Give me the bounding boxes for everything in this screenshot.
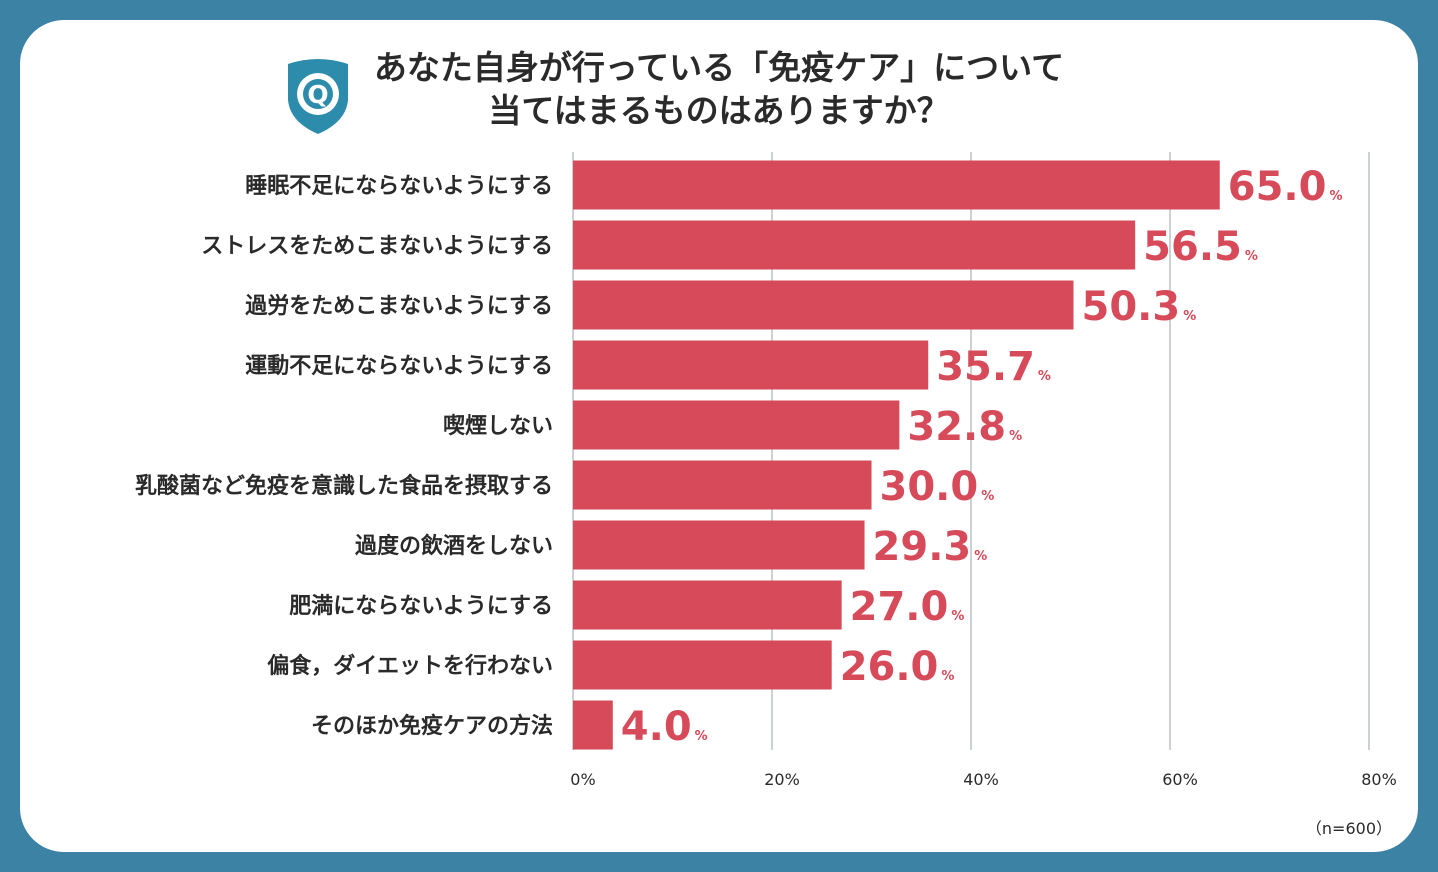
data-label-value: 27.0 [850, 584, 949, 630]
category-label: 過度の飲酒をしない [355, 533, 553, 559]
x-tick-label: 40% [963, 770, 999, 789]
bar [573, 400, 900, 450]
bar [573, 700, 613, 750]
data-label-value: 26.0 [840, 644, 939, 690]
data-label-value: 56.5 [1143, 224, 1242, 270]
category-label: 偏食，ダイエットを行わない [267, 653, 553, 679]
data-label-unit: % [695, 729, 708, 744]
data-label-unit: % [1038, 369, 1051, 384]
data-label-value: 50.3 [1081, 284, 1180, 330]
title-line-2: 当てはまるものはありますか？ [488, 91, 950, 130]
data-label-unit: % [981, 489, 994, 504]
data-label: 35.7% [936, 344, 1051, 390]
data-label-value: 65.0 [1228, 164, 1327, 210]
category-label: 運動不足にならないようにする [245, 354, 553, 379]
category-label: 過労をためこまないようにする [245, 293, 553, 319]
bar [573, 340, 929, 390]
x-tick-label: 80% [1361, 770, 1397, 789]
category-label: ストレスをためこまないようにする [201, 234, 553, 259]
data-label: 29.3% [873, 524, 988, 570]
bar [573, 460, 872, 510]
bar [573, 160, 1220, 210]
category-label: 喫煙しない [443, 413, 553, 439]
data-label-unit: % [941, 669, 954, 684]
chart-title: あなた自身が行っている「免疫ケア」について 当てはまるものはありますか？ [0, 46, 1438, 132]
data-label: 56.5% [1143, 224, 1258, 270]
bar [573, 640, 832, 690]
data-label-unit: % [974, 549, 987, 564]
category-label: 肥満にならないようにする [289, 593, 553, 619]
q-badge-icon: Q [288, 59, 348, 134]
category-label: そのほか免疫ケアの方法 [311, 713, 553, 739]
category-label: 睡眠不足にならないようにする [245, 174, 553, 199]
bar [573, 520, 865, 570]
data-label: 50.3% [1081, 284, 1196, 330]
data-label: 65.0% [1228, 164, 1343, 210]
x-tick-label: 60% [1162, 770, 1198, 789]
data-label-unit: % [1183, 309, 1196, 324]
data-label: 26.0% [840, 644, 955, 690]
data-label-value: 35.7 [936, 344, 1035, 390]
data-label-value: 4.0 [621, 704, 692, 750]
data-label-unit: % [1245, 249, 1258, 264]
sample-size-note: （n=600） [1305, 819, 1392, 838]
title-line-1: あなた自身が行っている「免疫ケア」について [373, 48, 1065, 87]
x-tick-label: 0% [570, 770, 595, 789]
data-label-value: 29.3 [873, 524, 972, 570]
data-label: 27.0% [850, 584, 965, 630]
data-label: 30.0% [880, 464, 995, 510]
x-tick-label: 20% [764, 770, 800, 789]
category-label: 乳酸菌など免疫を意識した食品を摂取する [135, 473, 553, 499]
bar [573, 580, 842, 630]
data-label-value: 30.0 [880, 464, 979, 510]
data-label: 32.8% [907, 404, 1022, 450]
bar [573, 220, 1136, 270]
bar [573, 280, 1074, 330]
q-badge-letter: Q [307, 80, 328, 109]
data-label-value: 32.8 [907, 404, 1006, 450]
data-label-unit: % [1329, 189, 1342, 204]
data-label-unit: % [951, 609, 964, 624]
data-label: 4.0% [621, 704, 708, 750]
data-label-unit: % [1009, 429, 1022, 444]
